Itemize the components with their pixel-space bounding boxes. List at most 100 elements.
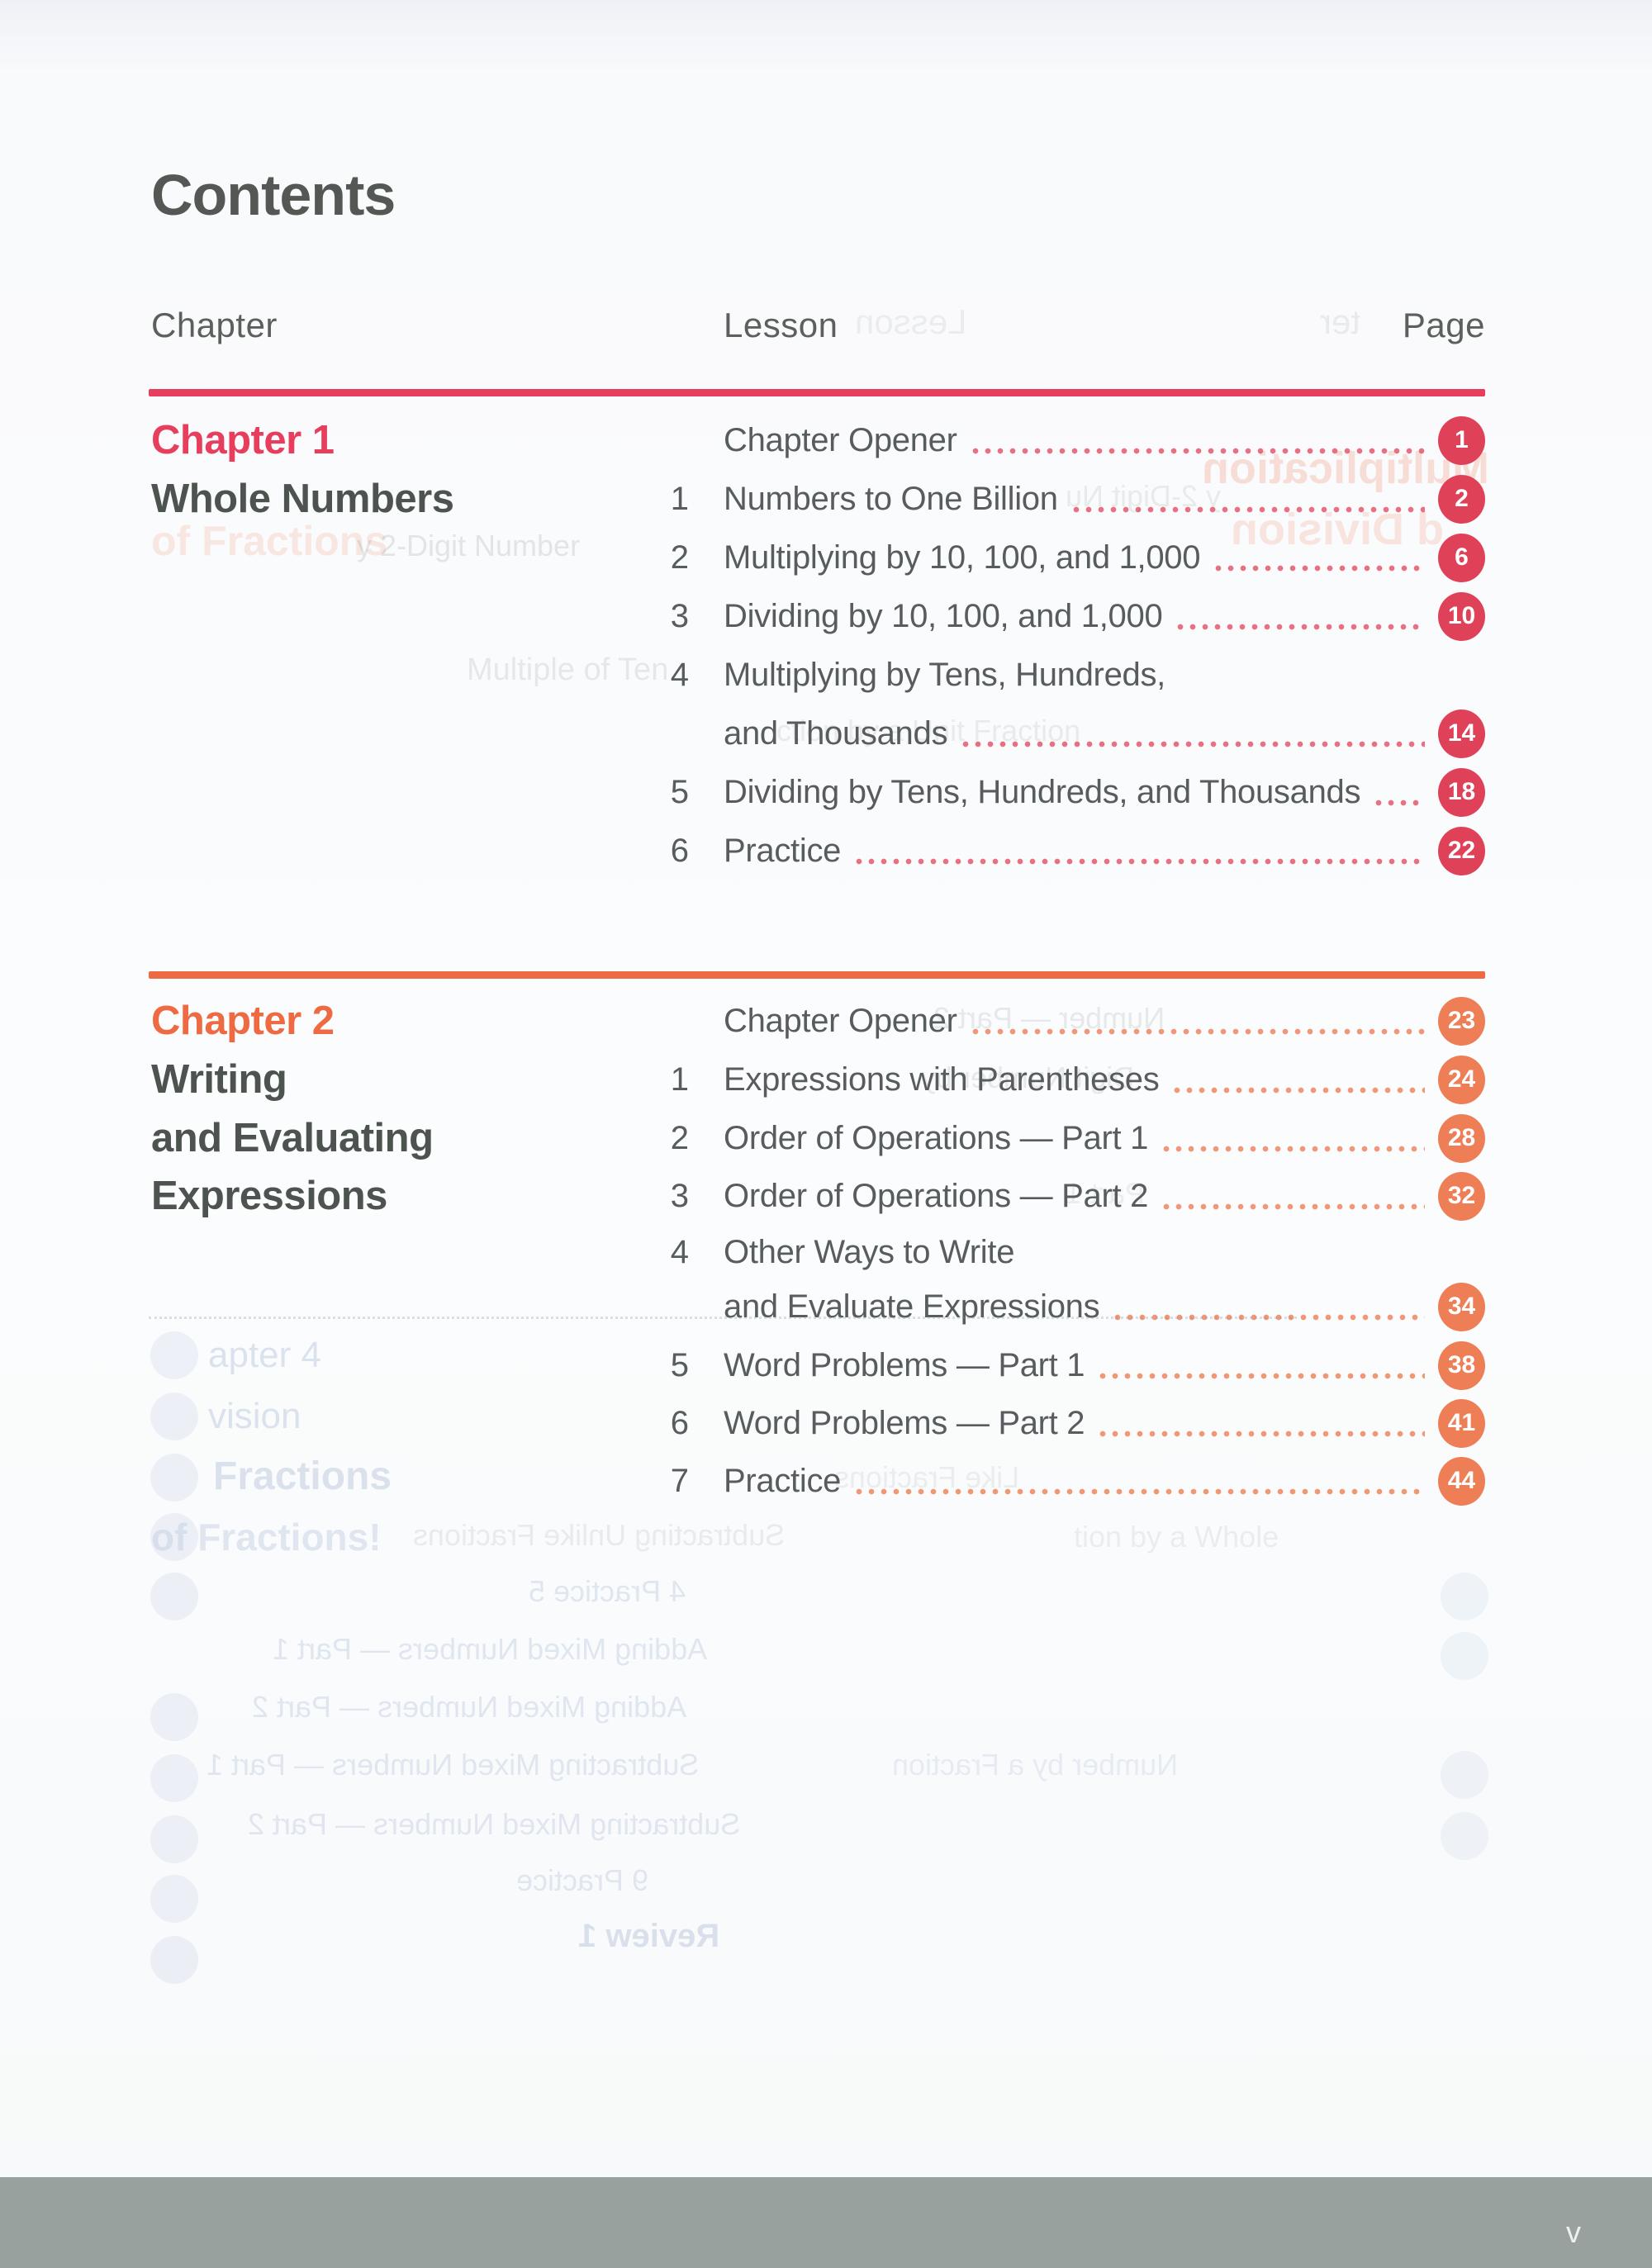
page-number-badge: 2 [1438,474,1485,524]
bleedthrough-text: Subtracting Unlike Fractions [413,1518,786,1552]
column-header-page: Page [1402,306,1485,344]
lesson-title: Multiplying by 10, 100, and 1,000 [724,539,1201,576]
bleedthrough-circle [150,1875,198,1923]
bleedthrough-text: Subtracting Mixed Numbers — Part 1 [206,1748,700,1782]
dotted-leader [1072,506,1425,513]
bleedthrough-circle [150,1693,198,1741]
dotted-leader [1375,799,1425,806]
page-number-badge: 22 [1438,826,1485,875]
bleedthrough-circle [1441,1812,1488,1860]
lesson-number: 5 [670,1346,689,1383]
chapter1-rule [149,389,1485,396]
dotted-leader [1163,1203,1425,1210]
bleedthrough-circle [150,1454,198,1502]
chapter1-label: Chapter 1 [151,418,335,463]
toc-row: 6 Practice 22 [661,821,1485,880]
bleedthrough-text: y 2-Digit Number [357,529,581,562]
chapter2-title-line: Writing [151,1057,287,1102]
lesson-title: Word Problems — Part 2 [724,1404,1085,1441]
toc-row: 5 Word Problems — Part 1 38 [661,1336,1485,1395]
dotted-leader [856,858,1425,865]
chapter2-label: Chapter 2 [151,999,335,1043]
lesson-title: Multiplying by Tens, Hundreds, [724,656,1165,693]
bleedthrough-circle [1441,1751,1488,1799]
page-number-badge: 38 [1438,1340,1485,1390]
bleedthrough-text: 4 Practice 5 [529,1574,686,1608]
lesson-number: 4 [670,656,689,693]
dotted-leader [1114,1314,1425,1321]
lesson-number: 2 [670,539,689,576]
bleedthrough-text: Review 1 [578,1918,720,1954]
page-number-badge: 14 [1438,709,1485,758]
lesson-title: Expressions with Parentheses [724,1060,1160,1098]
dotted-leader [1099,1373,1425,1379]
lesson-number: 2 [670,1119,689,1156]
lesson-title: Chapter Opener [724,1002,957,1039]
bleedthrough-circle [150,1936,198,1984]
bleedthrough-circle [150,1513,198,1561]
dotted-leader [971,1028,1425,1035]
chapter2-title-line: Expressions [151,1174,387,1218]
lesson-number: 4 [670,1233,689,1270]
folio-page-number: v [1566,2215,1581,2249]
bleedthrough-text: vision [208,1396,301,1436]
toc-row: 1 Expressions with Parentheses 24 [661,1050,1485,1109]
page-number-badge: 23 [1438,996,1485,1046]
page-number-badge: 34 [1438,1282,1485,1331]
chapter2-title-line: and Evaluating [151,1116,434,1160]
toc-row: 3 Dividing by 10, 100, and 1,000 10 [661,586,1485,646]
lesson-number: 3 [670,597,689,634]
chapter1-title: Whole Numbers [151,477,454,521]
bleedthrough-text: of Fractions! [151,1516,382,1559]
page-number-badge: 1 [1438,415,1485,465]
toc-row: 3 Order of Operations — Part 2 32 [661,1166,1485,1226]
footer-bar [0,2177,1652,2268]
page-number-badge: 44 [1438,1456,1485,1506]
lesson-title: Dividing by 10, 100, and 1,000 [724,597,1163,634]
page-number-badge: 28 [1438,1113,1485,1163]
chapter2-rule [149,971,1485,979]
page-number-badge: 10 [1438,591,1485,641]
bleedthrough-text: Fractions [213,1454,392,1498]
bleedthrough-circle [150,1573,198,1620]
toc-row: 4 Other Ways to Write [661,1222,1485,1282]
lesson-number: 5 [670,773,689,810]
bleedthrough-circle [1441,1632,1488,1680]
toc-row: 5 Dividing by Tens, Hundreds, and Thousa… [661,762,1485,822]
lesson-number: 6 [670,1404,689,1441]
lesson-number: 1 [670,1060,689,1098]
lesson-title: Word Problems — Part 1 [724,1346,1085,1383]
bleedthrough-circle [150,1331,198,1379]
dotted-leader [1099,1431,1425,1437]
bleedthrough-rule [149,1317,1297,1319]
bleedthrough-text: Lesson [855,302,967,341]
page-number-badge: 32 [1438,1171,1485,1221]
bleedthrough-circle [1441,1573,1488,1620]
bleedthrough-text: Multiple of Ten [467,652,669,687]
toc-row: and Thousands 14 [661,704,1485,763]
lesson-number: 1 [670,480,689,517]
dotted-leader [1177,624,1425,630]
lesson-number: 6 [670,832,689,869]
dotted-leader [971,448,1425,454]
page-number-badge: 41 [1438,1398,1485,1448]
lesson-title: Practice [724,1462,842,1499]
lesson-title: Dividing by Tens, Hundreds, and Thousand… [724,773,1361,810]
bleedthrough-text: tion by a Whole [1074,1520,1279,1554]
toc-row: Chapter Opener 23 [661,991,1485,1051]
lesson-title: Other Ways to Write [724,1233,1015,1270]
dotted-leader [962,741,1425,747]
toc-row: 7 Practice 44 [661,1451,1485,1511]
bleedthrough-text: Adding Mixed Numbers — Part 1 [273,1632,708,1666]
bleedthrough-text: apter 4 [208,1335,321,1375]
lesson-title: Order of Operations — Part 2 [724,1177,1149,1214]
page-number-badge: 18 [1438,767,1485,817]
bleedthrough-circle [150,1754,198,1802]
toc-row: 4 Multiplying by Tens, Hundreds, [661,645,1485,705]
bleedthrough-text: Adding Mixed Numbers — Part 2 [252,1690,687,1724]
bleedthrough-text: Subtracting Mixed Numbers — Part 2 [248,1807,741,1841]
lesson-number: 7 [670,1462,689,1499]
bleedthrough-text: 9 Practice [516,1863,649,1897]
lesson-title: and Evaluate Expressions [724,1288,1100,1325]
